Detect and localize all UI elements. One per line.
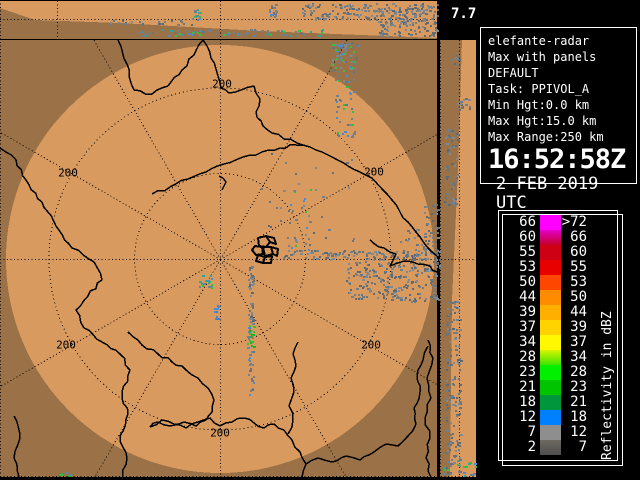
- legend-value-left: 2: [527, 439, 536, 455]
- legend-row: 60 66: [499, 230, 617, 245]
- range-ring-label: 200: [361, 338, 381, 352]
- legend-value-left: 23: [519, 364, 536, 380]
- max-height: Max Hgt:15.0 km: [488, 114, 597, 128]
- info-panel: elefante-radar Max with panels DEFAULT T…: [480, 27, 637, 213]
- max-range: Max Range:250 km: [488, 130, 604, 144]
- setup-name: DEFAULT: [488, 66, 539, 80]
- legend-value-right: 23: [570, 379, 587, 395]
- legend-value-right: 28: [570, 364, 587, 380]
- legend-value-left: 34: [519, 334, 536, 350]
- product-type: Max with panels: [488, 50, 597, 64]
- legend-color-swatch: [540, 440, 561, 455]
- panel-height-scale-label: 7.7: [451, 6, 477, 22]
- legend-value-left: 7: [527, 424, 536, 440]
- legend-value-right: 18: [570, 409, 587, 425]
- legend-value-right: 34: [570, 349, 587, 365]
- radar-name: elefante-radar: [488, 34, 590, 48]
- legend-color-swatch: [540, 230, 561, 245]
- legend-color-swatch: [540, 260, 561, 275]
- legend-value-right: 66: [570, 229, 587, 245]
- legend-row: 55 60: [499, 245, 617, 260]
- legend-row: 37 39: [499, 320, 617, 335]
- legend-value-left: 37: [519, 319, 536, 335]
- legend-row: 50 53: [499, 275, 617, 290]
- legend-title: Reflectivity in dBZ: [600, 311, 615, 460]
- min-height: Min Hgt:0.0 km: [488, 98, 590, 112]
- legend-value-left: 66: [519, 214, 536, 230]
- top-panel-blind-zone: [0, 8, 437, 39]
- right-panel-blind-zone: [440, 40, 462, 477]
- range-ring-label: 200: [58, 166, 78, 180]
- legend-value-right: 60: [570, 244, 587, 260]
- clock-date: 2 FEB 2019 UTC: [496, 174, 599, 213]
- legend-value-right: 39: [570, 319, 587, 335]
- legend-row: 23 28: [499, 365, 617, 380]
- legend-color-swatch: [540, 305, 561, 320]
- legend-color-swatch: [540, 365, 561, 380]
- legend-value-right: 12: [570, 424, 587, 440]
- legend-color-swatch: [540, 320, 561, 335]
- legend-row: 21 23: [499, 380, 617, 395]
- legend-value-right: 53: [570, 274, 587, 290]
- legend-row: 44 50: [499, 290, 617, 305]
- legend-color-swatch: [540, 215, 561, 230]
- legend-row: 53 55: [499, 260, 617, 275]
- legend-value-left: 53: [519, 259, 536, 275]
- legend-value-right: 44: [570, 304, 587, 320]
- reflectivity-legend: 66 >72 60 66 55 60 53 55 50 53 44 50 39 44 37 39 34 37 28 3…: [498, 210, 623, 466]
- clock-time: 16:52:58Z: [488, 144, 626, 175]
- legend-value-left: 44: [519, 289, 536, 305]
- legend-color-swatch: [540, 350, 561, 365]
- legend-color-swatch: [540, 290, 561, 305]
- legend-color-swatch: [540, 245, 561, 260]
- legend-value-right: >72: [561, 214, 587, 230]
- legend-row: 7 12: [499, 425, 617, 440]
- ppi-map: [0, 40, 437, 477]
- range-ring-label: 200: [210, 426, 230, 440]
- radar-echoes: [60, 3, 477, 477]
- legend-color-swatch: [540, 335, 561, 350]
- legend-value-left: 12: [519, 409, 536, 425]
- legend-color-swatch: [540, 410, 561, 425]
- map-borders: [0, 40, 437, 477]
- legend-color-swatch: [540, 395, 561, 410]
- range-ring-label: 200: [364, 165, 384, 179]
- legend-row: 39 44: [499, 305, 617, 320]
- legend-value-right: 50: [570, 289, 587, 305]
- task-name: Task: PPIVOL_A: [488, 82, 590, 96]
- legend-color-swatch: [540, 425, 561, 440]
- legend-row: 12 18: [499, 410, 617, 425]
- legend-rows: 66 >72 60 66 55 60 53 55 50 53 44 50 39 44 37 39 34 37 28 3…: [499, 211, 617, 455]
- range-ring-label: 200: [212, 77, 232, 91]
- legend-value-left: 50: [519, 274, 536, 290]
- legend-color-swatch: [540, 380, 561, 395]
- legend-value-left: 39: [519, 304, 536, 320]
- legend-row: 66 >72: [499, 215, 617, 230]
- legend-row: 18 21: [499, 395, 617, 410]
- legend-row: 34 37: [499, 335, 617, 350]
- legend-value-right: 37: [570, 334, 587, 350]
- legend-row: 28 34: [499, 350, 617, 365]
- legend-color-swatch: [540, 275, 561, 290]
- legend-value-left: 55: [519, 244, 536, 260]
- range-ring-label: 200: [56, 338, 76, 352]
- legend-value-left: 18: [519, 394, 536, 410]
- legend-value-left: 28: [519, 349, 536, 365]
- legend-value-left: 60: [519, 229, 536, 245]
- legend-value-left: 21: [519, 379, 536, 395]
- city-boundary-cluster: [251, 235, 279, 264]
- legend-value-right: 55: [570, 259, 587, 275]
- legend-value-right: 21: [570, 394, 587, 410]
- legend-value-right: 7: [578, 439, 587, 455]
